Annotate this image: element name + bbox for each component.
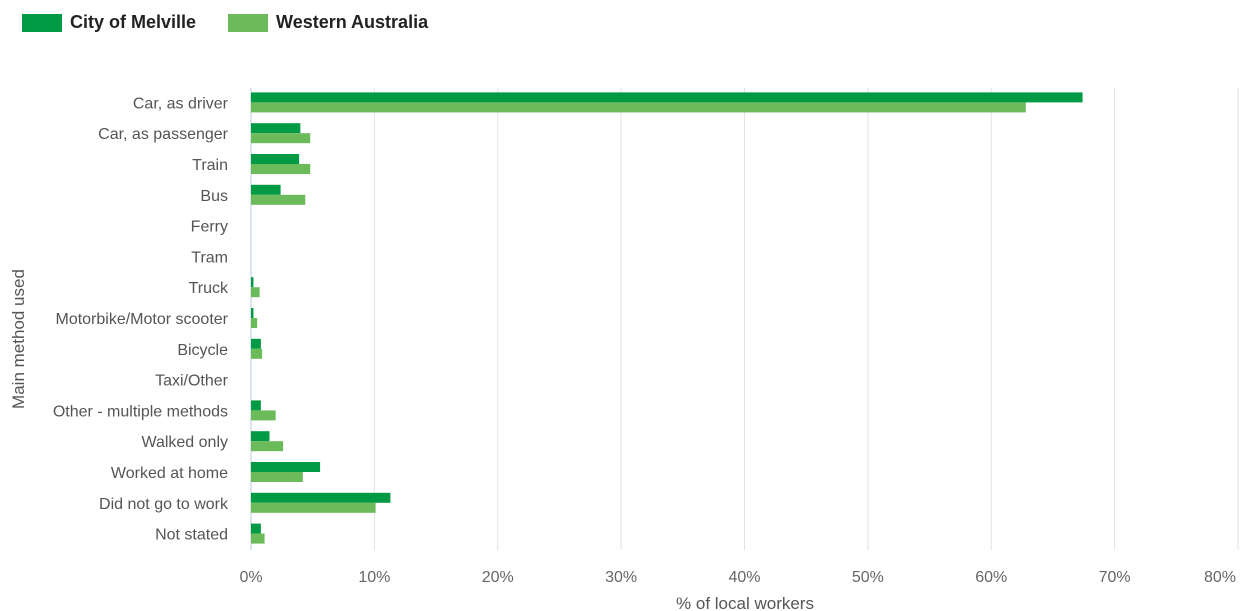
category-label: Other - multiple methods <box>53 403 228 420</box>
bars <box>251 92 1083 544</box>
legend-swatch-city-of-melville <box>22 13 62 32</box>
category-labels: Car, as driver Car, as passenger Train Bus F… <box>53 95 229 543</box>
legend-label-city-of-melville: City of Melville <box>70 12 197 32</box>
gridlines <box>373 88 1239 550</box>
x-tick-label: 60% <box>975 569 1007 586</box>
bar-western-australia-13[interactable] <box>251 502 376 513</box>
x-tick-label: 20% <box>482 569 514 586</box>
bar-western-australia-11[interactable] <box>251 441 284 452</box>
bar-city-of-melville-6[interactable] <box>251 277 254 288</box>
category-label: Worked at home <box>111 465 228 482</box>
x-tick-label: 70% <box>1099 569 1131 586</box>
category-label: Walked only <box>141 434 228 451</box>
y-axis-title: Main method used <box>9 269 28 409</box>
bar-city-of-melville-11[interactable] <box>251 431 270 442</box>
category-label: Taxi/Other <box>155 373 229 390</box>
category-label: Did not go to work <box>99 496 229 513</box>
bar-city-of-melville-1[interactable] <box>251 123 301 134</box>
bar-western-australia-6[interactable] <box>251 287 260 298</box>
category-label: Car, as driver <box>133 95 229 112</box>
bar-western-australia-2[interactable] <box>251 164 311 174</box>
category-label: Train <box>192 157 228 174</box>
bar-city-of-melville-13[interactable] <box>251 492 391 503</box>
legend-item-city-of-melville[interactable]: City of Melville <box>22 12 196 33</box>
bar-western-australia-7[interactable] <box>251 318 258 328</box>
bar-city-of-melville-2[interactable] <box>251 154 300 164</box>
bar-city-of-melville-10[interactable] <box>251 400 261 411</box>
bar-western-australia-3[interactable] <box>251 194 306 205</box>
x-tick-label: 0% <box>239 569 262 586</box>
bar-western-australia-12[interactable] <box>251 472 303 482</box>
category-label: Truck <box>189 280 229 297</box>
x-tick-label: 50% <box>852 569 884 586</box>
category-label: Ferry <box>191 219 228 236</box>
legend-swatch-western-australia <box>228 13 269 32</box>
x-tick-label: 40% <box>728 569 760 586</box>
bar-western-australia-10[interactable] <box>251 410 276 421</box>
bar-city-of-melville-3[interactable] <box>251 184 281 195</box>
bar-city-of-melville-0[interactable] <box>251 92 1083 103</box>
x-tick-labels: 0% 10% 20% 30% 40% 50% 60% 70% 80% <box>239 569 1236 586</box>
legend-item-western-australia[interactable]: Western Australia <box>228 12 428 33</box>
chart-legend: City of Melville Western Australia <box>22 12 460 33</box>
category-label: Tram <box>191 249 228 266</box>
bar-western-australia-0[interactable] <box>251 102 1026 113</box>
x-tick-label: 30% <box>605 569 637 586</box>
bar-city-of-melville-12[interactable] <box>251 462 321 472</box>
bar-western-australia-8[interactable] <box>251 348 263 359</box>
category-label: Bicycle <box>177 342 228 359</box>
category-label: Not stated <box>155 527 228 544</box>
x-tick-label: 80% <box>1204 569 1236 586</box>
bar-city-of-melville-7[interactable] <box>251 308 254 318</box>
category-label: Bus <box>200 188 228 205</box>
category-label: Motorbike/Motor scooter <box>55 311 228 328</box>
legend-label-western-australia: Western Australia <box>276 12 429 32</box>
bar-western-australia-14[interactable] <box>251 533 265 544</box>
bar-city-of-melville-8[interactable] <box>251 338 261 349</box>
x-axis-title: % of local workers <box>676 594 814 611</box>
x-tick-label: 10% <box>358 569 390 586</box>
bar-city-of-melville-14[interactable] <box>251 523 261 534</box>
category-label: Car, as passenger <box>98 126 229 143</box>
bar-western-australia-1[interactable] <box>251 133 311 144</box>
